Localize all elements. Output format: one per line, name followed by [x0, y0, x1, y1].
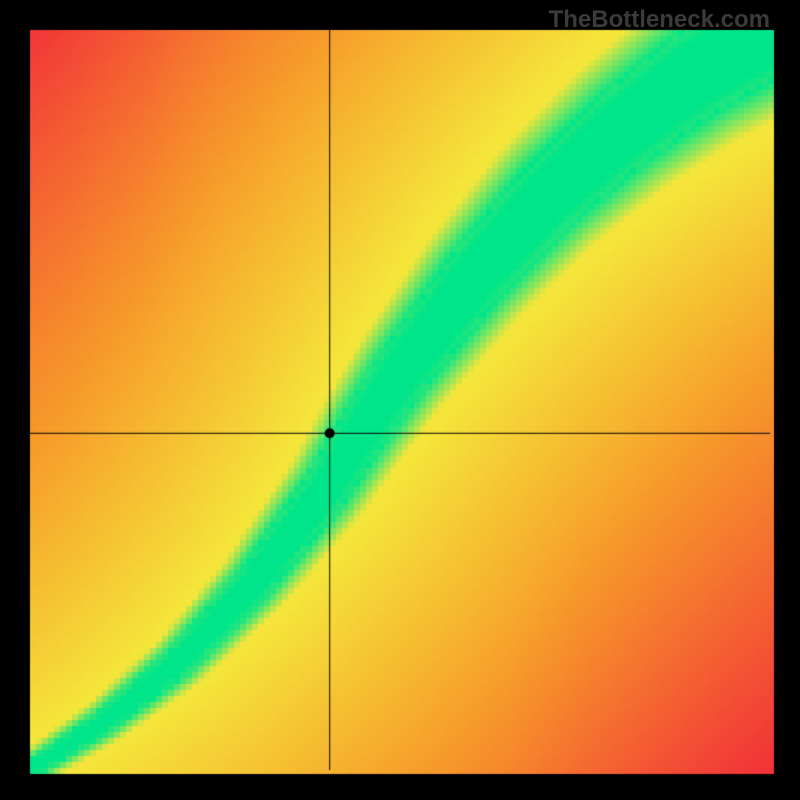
bottleneck-heatmap — [0, 0, 800, 800]
chart-container: TheBottleneck.com — [0, 0, 800, 800]
watermark-text: TheBottleneck.com — [549, 6, 770, 34]
